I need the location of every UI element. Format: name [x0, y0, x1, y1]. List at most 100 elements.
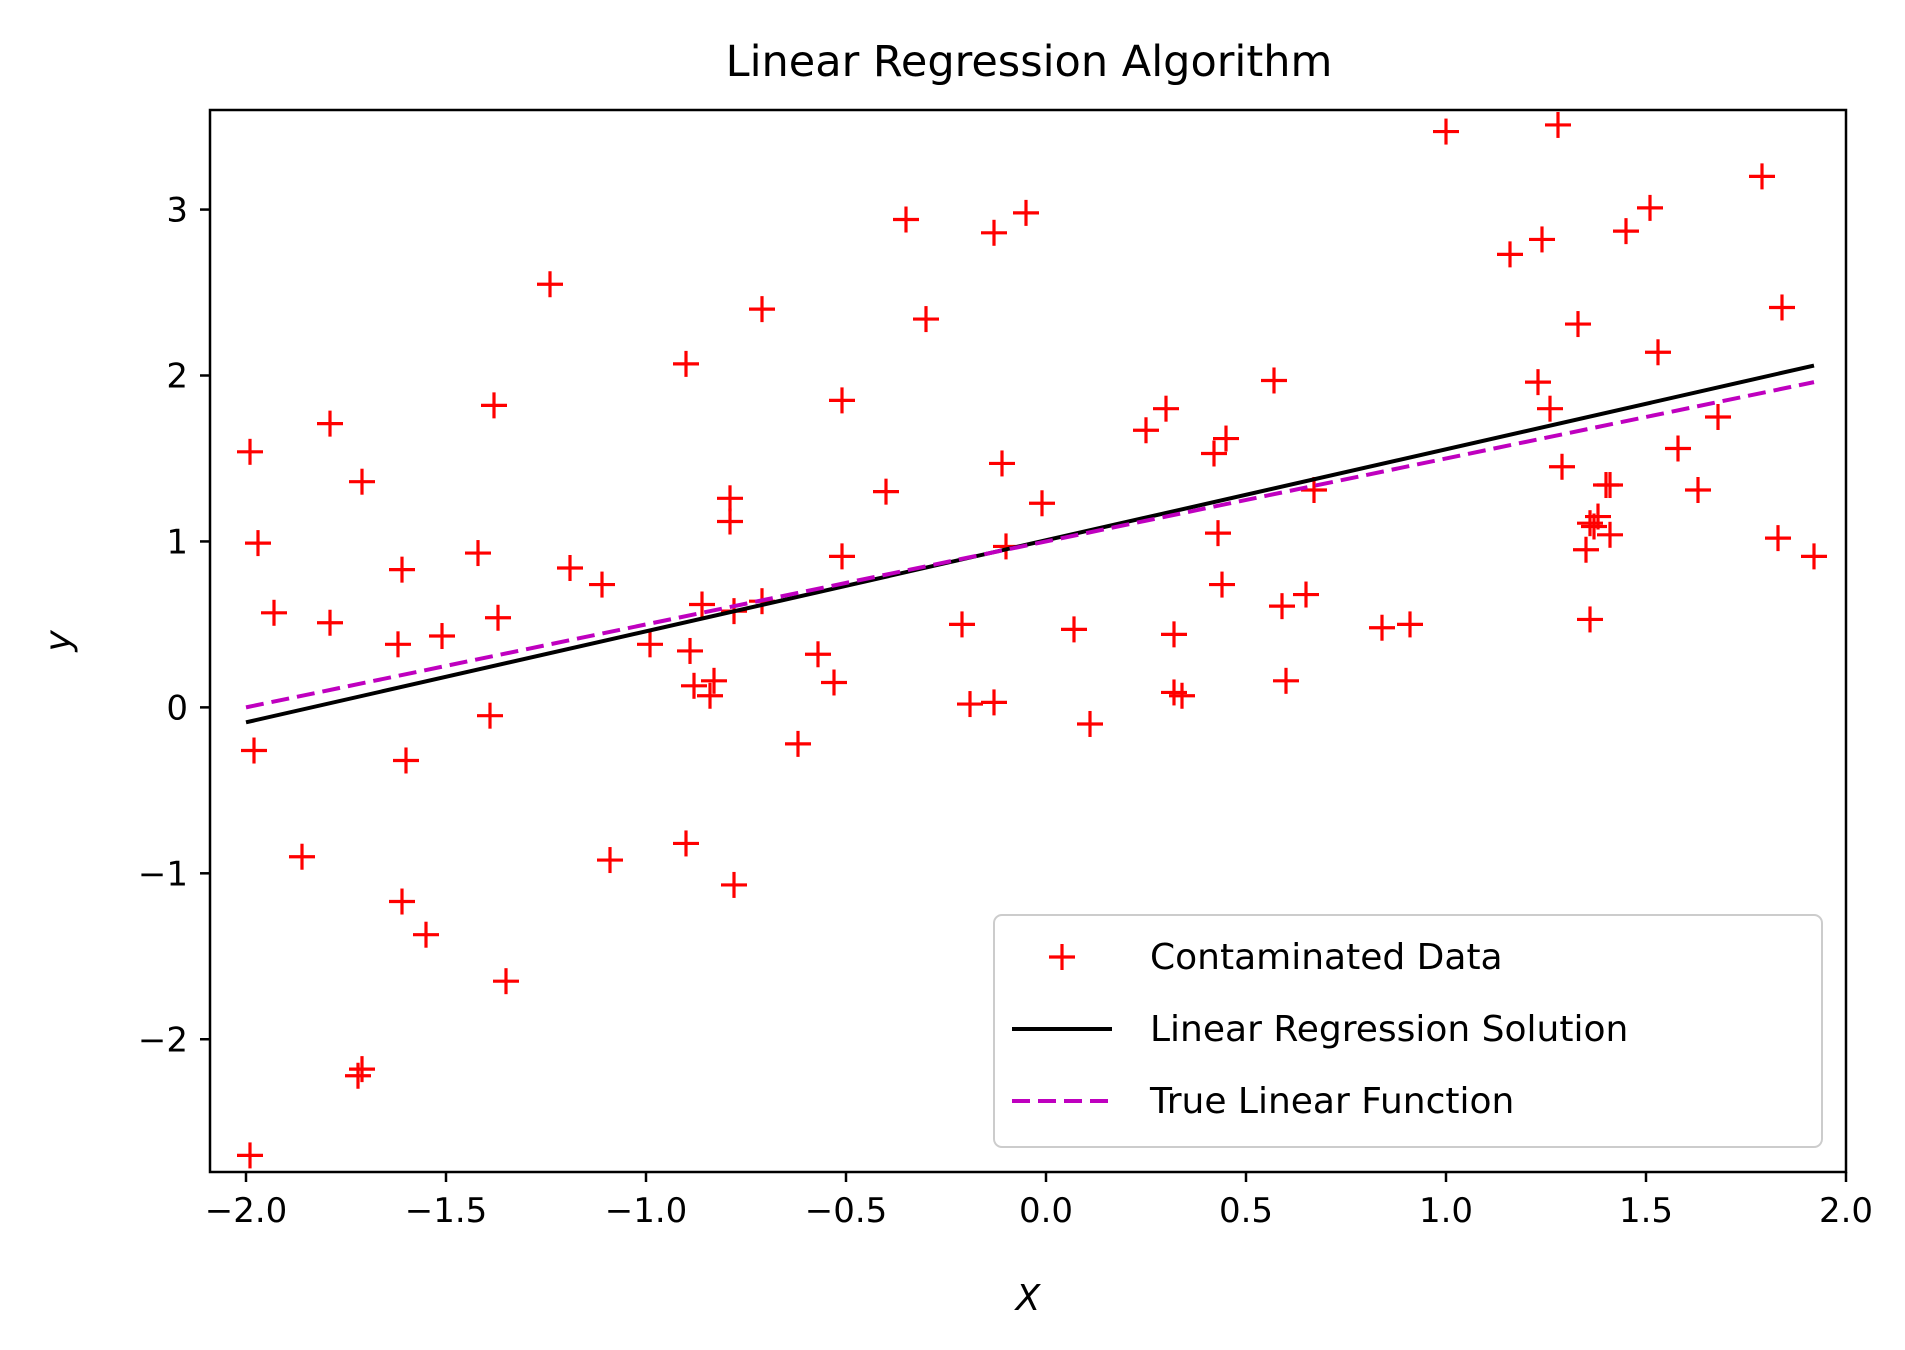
- data-point: [465, 540, 491, 567]
- data-point: [389, 556, 415, 583]
- data-point: [673, 350, 699, 377]
- data-point: [1397, 611, 1423, 638]
- data-point: [389, 888, 415, 915]
- data-point: [1205, 520, 1231, 547]
- data-point: [949, 611, 975, 638]
- data-point: [1573, 536, 1599, 563]
- data-point: [1293, 581, 1319, 608]
- legend: Contaminated Data Linear Regression Solu…: [993, 914, 1823, 1148]
- data-point: [1585, 503, 1611, 530]
- x-tick-label: −2.0: [205, 1191, 288, 1231]
- x-axis-label: X: [1014, 1278, 1042, 1319]
- data-point: [1597, 472, 1623, 499]
- data-point: [829, 543, 855, 570]
- data-point: [485, 604, 511, 631]
- data-point: [1273, 667, 1299, 694]
- data-point: [1577, 606, 1603, 633]
- data-point: [385, 631, 411, 658]
- data-point: [349, 468, 375, 495]
- data-point: [237, 438, 263, 465]
- legend-label-true-function: True Linear Function: [1149, 1081, 1514, 1122]
- data-point: [1769, 294, 1795, 321]
- data-point: [1549, 453, 1575, 480]
- data-point: [701, 667, 727, 694]
- data-point: [829, 387, 855, 414]
- x-tick-label: 1.0: [1419, 1191, 1473, 1231]
- data-point: [697, 682, 723, 709]
- data-point: [717, 508, 743, 535]
- data-point: [1201, 440, 1227, 467]
- data-point: [1597, 521, 1623, 548]
- data-point: [1529, 226, 1555, 253]
- legend-box: [993, 914, 1823, 1148]
- data-point: [1765, 525, 1791, 552]
- data-point: [1013, 199, 1039, 226]
- y-tick-label: −2: [138, 1020, 188, 1060]
- data-point: [1749, 163, 1775, 190]
- x-tick-label: 1.5: [1619, 1191, 1673, 1231]
- data-point: [981, 689, 1007, 716]
- data-point: [245, 530, 271, 557]
- data-point: [681, 672, 707, 699]
- data-point: [557, 554, 583, 581]
- data-point: [1209, 571, 1235, 598]
- data-point: [317, 609, 343, 636]
- data-point: [349, 1056, 375, 1083]
- data-point: [1153, 395, 1179, 422]
- data-point: [345, 1062, 371, 1089]
- legend-label-contaminated-data: Contaminated Data: [1150, 937, 1503, 978]
- y-tick-label: −1: [138, 854, 188, 894]
- axes-frame: [208, 108, 1848, 1174]
- data-point: [1433, 118, 1459, 145]
- data-point: [749, 296, 775, 323]
- data-point: [1133, 417, 1159, 444]
- data-point: [413, 921, 439, 948]
- data-point: [481, 392, 507, 419]
- y-axis-label: y: [38, 630, 79, 653]
- data-point: [785, 730, 811, 757]
- data-point: [1705, 403, 1731, 430]
- data-point: [689, 591, 715, 618]
- data-point: [873, 478, 899, 505]
- data-point: [1061, 616, 1087, 643]
- data-point: [1665, 435, 1691, 462]
- data-point: [893, 206, 919, 233]
- data-point: [241, 737, 267, 764]
- data-point: [721, 871, 747, 898]
- x-tick-label: −0.5: [805, 1191, 888, 1231]
- true-function-line: [245, 380, 1815, 710]
- data-point: [981, 219, 1007, 246]
- data-point: [717, 485, 743, 512]
- data-point: [1261, 367, 1287, 394]
- data-point: [1645, 339, 1671, 366]
- plot-area: [237, 111, 1827, 1169]
- x-tick-label: 0.5: [1219, 1191, 1273, 1231]
- data-point: [537, 271, 563, 298]
- y-tick-label: 2: [166, 357, 188, 397]
- data-point: [1077, 710, 1103, 737]
- data-point: [677, 637, 703, 664]
- data-point: [1801, 543, 1827, 570]
- x-tick-label: −1.5: [405, 1191, 488, 1231]
- y-axis: −2 −1 0 1 2 3: [138, 191, 210, 1060]
- y-tick-label: 1: [166, 522, 188, 562]
- data-point: [289, 843, 315, 870]
- x-axis: −2.0 −1.5 −1.0 −0.5 0.0 0.5 1.0 1.5 2.0: [205, 1172, 1873, 1231]
- legend-label-regression: Linear Regression Solution: [1150, 1009, 1628, 1050]
- data-point: [493, 968, 519, 995]
- data-point: [1269, 593, 1295, 620]
- data-point: [477, 702, 503, 729]
- data-point: [1169, 682, 1195, 709]
- data-point: [1213, 425, 1239, 452]
- data-point: [1537, 395, 1563, 422]
- data-point: [1161, 621, 1187, 648]
- data-point: [1685, 476, 1711, 503]
- data-point: [1497, 241, 1523, 268]
- data-point: [1545, 111, 1571, 138]
- y-tick-label: 0: [166, 688, 188, 728]
- data-point: [317, 410, 343, 437]
- data-point: [393, 747, 419, 774]
- data-point: [589, 571, 615, 598]
- chart-title: Linear Regression Algorithm: [726, 37, 1333, 87]
